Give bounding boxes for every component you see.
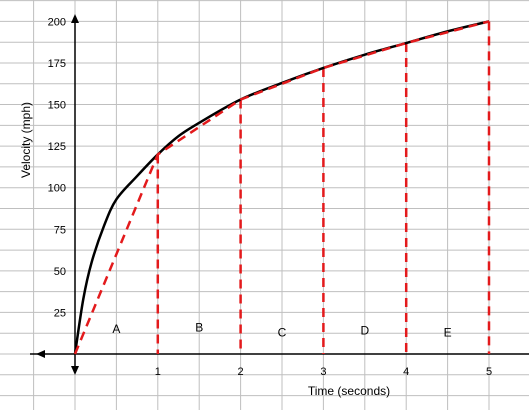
secant-line (73, 20, 490, 355)
x-tick-label: 3 (320, 366, 326, 378)
region-label-B: B (195, 320, 203, 334)
y-tick-label: 50 (54, 266, 66, 278)
region-label-A: A (112, 322, 120, 336)
region-label-C: C (278, 325, 287, 339)
y-axis-arrow-up (71, 14, 79, 23)
axes (30, 14, 529, 375)
x-tick-label: 5 (486, 366, 492, 378)
secant-layer (73, 20, 490, 355)
x-axis-arrow-left (36, 350, 45, 358)
x-tick-label: 1 (155, 366, 161, 378)
y-axis-title: Velocity (mph) (19, 102, 33, 178)
y-tick-label: 25 (54, 307, 66, 319)
y-tick-label: 150 (48, 100, 66, 112)
x-tick-label: 2 (238, 366, 244, 378)
y-tick-label: 175 (48, 58, 66, 70)
y-tick-label: 75 (54, 224, 66, 236)
y-axis-arrow-down (71, 366, 79, 375)
tick-labels: 1 2 3 4 5 25 50 75 100 125 150 175 200 (48, 16, 492, 378)
y-tick-label: 125 (48, 141, 66, 153)
region-label-E: E (444, 325, 452, 339)
y-tick-label: 100 (48, 183, 66, 195)
region-label-D: D (360, 324, 369, 338)
x-tick-label: 4 (403, 366, 409, 378)
vertical-dashed-lines (156, 21, 491, 354)
region-labels: A B C D E (112, 320, 451, 339)
x-axis-title: Time (seconds) (308, 384, 390, 398)
y-tick-label: 200 (48, 16, 66, 28)
